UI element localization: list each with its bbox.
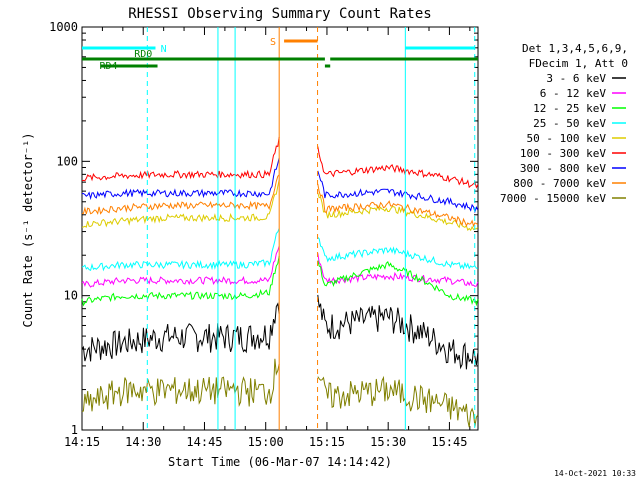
flag-label-RD0: RD0 — [134, 49, 152, 60]
legend-entry-label: 12 - 25 keV — [533, 102, 606, 115]
series-line — [317, 253, 479, 287]
plot-frame — [81, 26, 479, 431]
x-axis-label: Start Time (06-Mar-07 14:14:42) — [168, 455, 392, 469]
legend-entry-label: 7000 - 15000 keV — [500, 192, 606, 205]
series-line — [81, 246, 280, 288]
series-line — [317, 294, 479, 370]
legend-header: FDecim 1, Att 0 — [529, 57, 628, 70]
series-line — [317, 192, 479, 232]
flag-label-RD4: RD4 — [100, 61, 118, 72]
x-tick-label: 15:30 — [370, 435, 406, 449]
y-tick-label: 10 — [64, 289, 78, 303]
chart-title: RHESSI Observing Summary Count Rates — [128, 6, 431, 22]
flag-label-N: N — [161, 44, 167, 55]
x-tick-label: 14:45 — [186, 435, 222, 449]
legend-entry-label: 25 - 50 keV — [533, 117, 606, 130]
series-line — [317, 183, 479, 228]
legend-entry-label: 6 - 12 keV — [540, 87, 607, 100]
series-line — [81, 358, 280, 413]
legend: Det 1,3,4,5,6,9, FDecim 1, Att 0 3 - 6 keV… — [500, 42, 628, 205]
x-tick-label: 14:15 — [64, 435, 100, 449]
x-tick-label: 14:30 — [125, 435, 161, 449]
y-tick-label: 100 — [56, 154, 78, 168]
plot-area: 14:15 14:30 14:45 15:00 15:15 15:30 15:45 1 10 10… — [49, 20, 479, 449]
y-tick-label: 1000 — [49, 20, 78, 34]
series-line — [81, 228, 280, 272]
x-tick-label: 15:45 — [431, 435, 467, 449]
legend-entry-label: 100 - 300 keV — [520, 147, 606, 160]
series-line — [81, 174, 280, 215]
series-line — [81, 302, 280, 362]
series-line — [317, 236, 478, 270]
legend-entry-label: 800 - 7000 keV — [513, 177, 606, 190]
legend-header: Det 1,3,4,5,6,9, — [522, 42, 628, 55]
legend-entry-label: 3 - 6 keV — [546, 72, 606, 85]
legend-entry-label: 50 - 100 keV — [527, 132, 607, 145]
series-line — [81, 136, 280, 182]
series-line — [81, 157, 280, 201]
x-tick-label: 15:00 — [248, 435, 284, 449]
series-line — [81, 179, 280, 228]
footer-timestamp: 14-Oct-2021 10:33 — [554, 469, 636, 478]
series-line — [317, 146, 479, 189]
series-line — [317, 260, 479, 307]
y-tick-label: 1 — [71, 423, 78, 437]
flag-label-S: S — [270, 37, 276, 48]
series-line — [81, 255, 280, 307]
series-line — [317, 170, 479, 214]
y-axis-label: Count Rate (s⁻¹ detector⁻¹) — [21, 132, 35, 327]
series-line — [317, 375, 479, 428]
x-tick-label: 15:15 — [309, 435, 345, 449]
legend-entry-label: 300 - 800 keV — [520, 162, 606, 175]
